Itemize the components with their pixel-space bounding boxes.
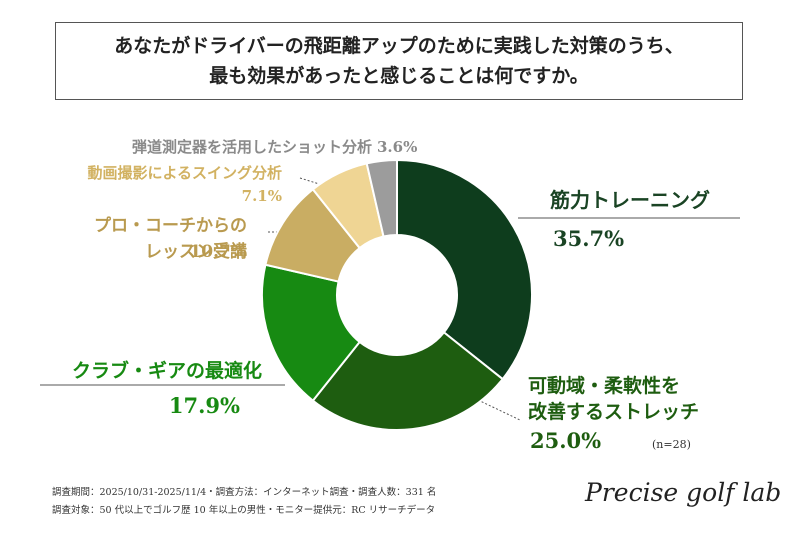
leader-line: [477, 399, 521, 421]
value-label: 25.0%: [530, 428, 602, 453]
leader-line: [299, 177, 333, 189]
footnote: 調査対象：50 代以上でゴルフ歴 10 年以上の男性・モニター提供元：RC リサ…: [52, 505, 436, 516]
category-label: 可動域・柔軟性を 改善するストレッチ: [528, 375, 700, 423]
category-label: プロ・コーチからの レッスン受講: [94, 216, 247, 262]
category-label: 弾道測定器を活用したショット分析: [131, 138, 372, 156]
donut-slice: [261, 263, 362, 403]
value-label: 7.1%: [241, 187, 282, 205]
category-label: 筋力トレーニング: [550, 188, 710, 212]
chart-title: あなたがドライバーの飛距離アップのために実践した対策のうち、 最も効果があったと…: [114, 35, 684, 87]
logo: Precise golf lab: [585, 478, 782, 507]
category-label: クラブ・ギアの最適化: [71, 360, 262, 382]
donut-slice: [365, 158, 398, 238]
value-label: 3.6%: [377, 138, 418, 156]
footnote: 調査期間：2025/10/31-2025/11/4・調査方法：インターネット調査…: [52, 487, 437, 498]
value-label: 10.7%: [189, 242, 247, 262]
donut-slice: [396, 158, 533, 381]
sample-size: (n=28): [652, 438, 691, 451]
title-box: あなたがドライバーの飛距離アップのために実践した対策のうち、 最も効果があったと…: [55, 22, 743, 100]
donut-slice: [311, 330, 505, 431]
value-label: 17.9%: [168, 393, 240, 418]
value-label: 35.7%: [553, 226, 625, 251]
category-label: 動画撮影によるスイング分析: [87, 164, 282, 182]
